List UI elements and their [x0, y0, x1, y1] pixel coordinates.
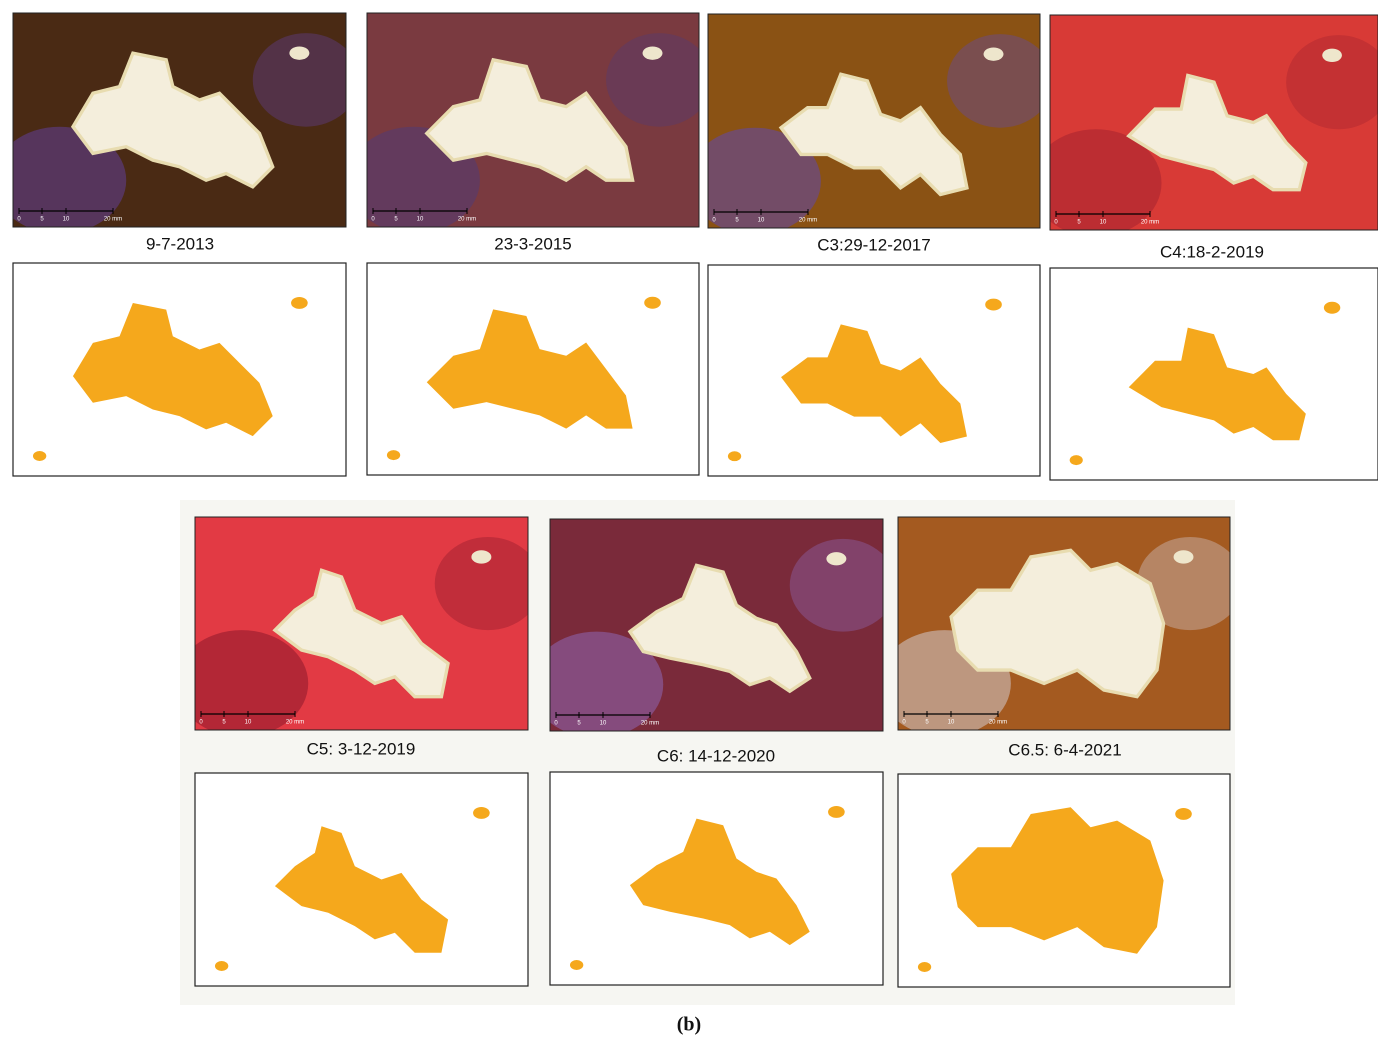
panel-image [1030, 15, 1378, 237]
panel-image [0, 13, 359, 234]
mask-speck [918, 962, 931, 972]
photo-spot [826, 552, 846, 565]
photo-texture [947, 34, 1053, 128]
photo-spot [1174, 550, 1194, 563]
panel-label: C5: 3-12-2019 [307, 739, 416, 758]
scale-label: 20 mm [1141, 220, 1159, 226]
mask-speck [1175, 808, 1192, 820]
scale-label: 20 mm [286, 720, 304, 726]
mask-speck [473, 807, 490, 819]
mask-speck [570, 960, 583, 970]
panel-image [347, 13, 712, 234]
photo-spot [471, 550, 491, 563]
mask-speck [828, 806, 845, 818]
photo-spot [289, 46, 309, 59]
scale-label: 20 mm [104, 217, 122, 223]
panel-image [175, 517, 541, 737]
mask-speck [291, 297, 308, 309]
scale-label: 20 mm [458, 217, 476, 223]
mask-speck [1070, 455, 1083, 465]
mask-speck [33, 451, 46, 461]
scale-label: 10 [758, 218, 765, 224]
panel-label: C4:18-2-2019 [1160, 242, 1264, 261]
photo-spot [1322, 49, 1342, 62]
scale-label: 20 mm [799, 218, 817, 224]
mask-speck [215, 961, 228, 971]
scale-label: 20 mm [989, 720, 1007, 726]
panel-label: 23-3-2015 [494, 234, 572, 253]
photo-spot [984, 47, 1004, 60]
photo-texture [435, 537, 542, 630]
photo-spot [643, 46, 663, 59]
mask-speck [644, 297, 661, 309]
scale-label: 20 mm [641, 721, 659, 727]
mask-speck [728, 451, 741, 461]
panel-label: C6.5: 6-4-2021 [1008, 740, 1121, 759]
panel-label: C3:29-12-2017 [817, 235, 930, 254]
figure: (b) 051020 mm9-7-2013051020 mm23-3-20150… [0, 0, 1378, 1037]
panel-image [878, 517, 1243, 737]
caption: (b) [677, 1014, 701, 1036]
mask-speck [387, 450, 400, 460]
scale-label: 10 [417, 217, 424, 223]
scale-label: 10 [63, 217, 70, 223]
scale-label: 10 [600, 721, 607, 727]
mask-speck [985, 299, 1002, 311]
panel-label: 9-7-2013 [146, 234, 214, 253]
photo-texture [253, 33, 360, 127]
scale-label: 10 [245, 720, 252, 726]
photo-texture [606, 33, 712, 127]
scale-label: 10 [1100, 220, 1107, 226]
panel-image [688, 14, 1053, 235]
panel-label: C6: 14-12-2020 [657, 746, 775, 765]
scale-label: 10 [948, 720, 955, 726]
photo-texture [790, 539, 897, 632]
panel-image [530, 519, 896, 738]
mask-speck [1324, 302, 1340, 314]
